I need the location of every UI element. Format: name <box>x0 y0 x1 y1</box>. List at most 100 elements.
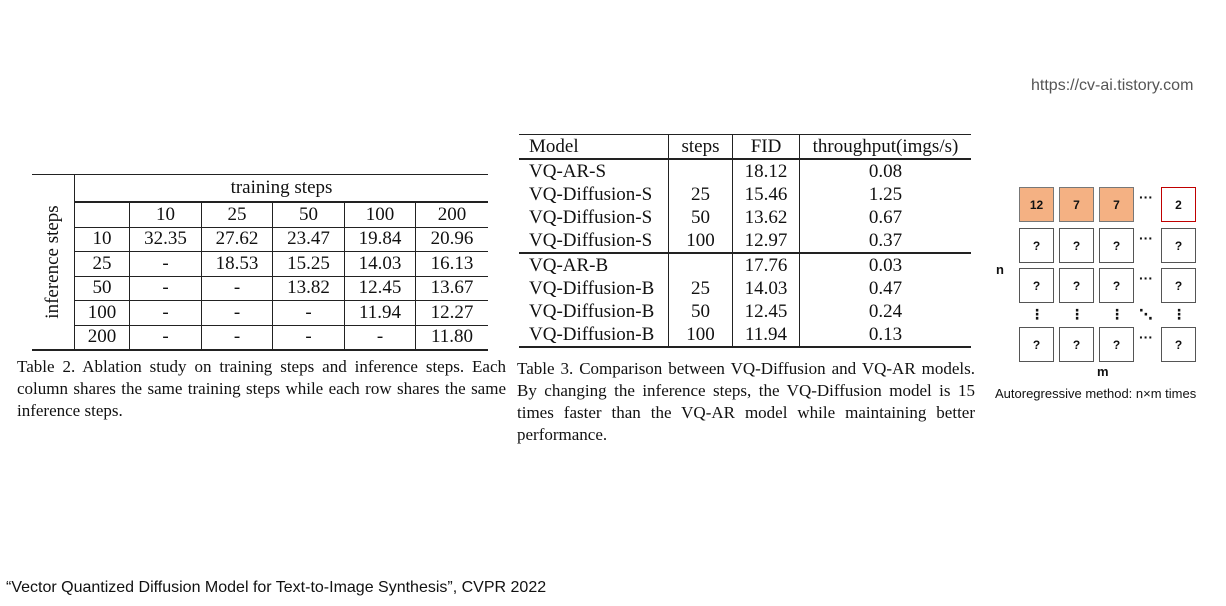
table3-header-row: Model steps FID throughput(imgs/s) <box>519 134 971 160</box>
grid-cell: ? <box>1099 327 1134 362</box>
table3-grid: Model steps FID throughput(imgs/s) VQ-AR-S 18… <box>519 134 971 348</box>
table3-row: VQ-Diffusion-B 100 11.94 0.13 <box>519 323 971 347</box>
table3-row: VQ-Diffusion-S 100 12.97 0.37 <box>519 229 971 254</box>
cell: 25 <box>668 277 733 300</box>
cell: 1.25 <box>799 183 971 206</box>
cell: 11.94 <box>344 300 416 326</box>
cell: 23.47 <box>272 226 345 252</box>
cell: 17.76 <box>732 253 800 277</box>
cell: - <box>129 324 202 351</box>
cell: - <box>201 275 273 301</box>
cell: 0.37 <box>799 229 971 254</box>
row-group-header: inference steps <box>42 205 63 319</box>
col-label: m <box>1097 364 1109 379</box>
cell: 13.67 <box>415 275 488 301</box>
table2-grid: inference steps training steps 10 25 50 100 20… <box>32 174 488 351</box>
cell: 12.45 <box>732 300 800 323</box>
grid-cell: ? <box>1059 268 1094 303</box>
grid-cell: ? <box>1099 268 1134 303</box>
column-header: 25 <box>201 201 273 228</box>
grid-cell: ? <box>1059 228 1094 263</box>
cell: VQ-Diffusion-S <box>519 229 669 254</box>
grid-cell: 7 <box>1099 187 1134 222</box>
ellipsis: ⋱ <box>1139 306 1153 322</box>
grid-cell: ? <box>1019 268 1054 303</box>
table2-caption: Table 2. Ablation study on training step… <box>17 357 506 420</box>
cell: 13.62 <box>732 206 800 229</box>
cell: 13.82 <box>272 275 345 301</box>
cell: 20.96 <box>415 226 488 252</box>
ellipsis: ··· <box>1139 230 1153 246</box>
table2: inference steps training steps 10 25 50 100 20… <box>32 174 488 351</box>
table3-row: VQ-AR-B 17.76 0.03 <box>519 253 971 277</box>
grid-cell: 2 <box>1161 187 1196 222</box>
cell: VQ-AR-B <box>519 253 669 277</box>
cell: - <box>272 300 345 326</box>
corner-cell <box>74 201 130 228</box>
cell: 14.03 <box>344 251 416 277</box>
row-label: n <box>996 262 1004 277</box>
table3-caption: Table 3. Comparison between VQ-Diffusion… <box>517 359 975 444</box>
column-header: 200 <box>415 201 488 228</box>
cell: 0.67 <box>799 206 971 229</box>
grid-cell: ? <box>1161 228 1196 263</box>
cell: - <box>129 300 202 326</box>
cell: - <box>344 324 416 351</box>
ellipsis: ⋮ <box>1110 306 1124 322</box>
diagram-caption: Autoregressive method: n×m times <box>995 386 1197 401</box>
row-label: 10 <box>74 226 130 252</box>
cell: VQ-Diffusion-S <box>519 183 669 206</box>
row-label: 100 <box>74 300 130 326</box>
row-group-header-cell: inference steps <box>32 174 75 350</box>
ellipsis: ··· <box>1139 270 1153 286</box>
cell: 19.84 <box>344 226 416 252</box>
cell: 12.45 <box>344 275 416 301</box>
ellipsis: ⋮ <box>1172 306 1186 322</box>
table3-row: VQ-Diffusion-B 50 12.45 0.24 <box>519 300 971 323</box>
cell: - <box>201 300 273 326</box>
cell: 0.13 <box>799 323 971 347</box>
column-header: 50 <box>272 201 345 228</box>
ellipsis: ⋮ <box>1070 306 1084 322</box>
cell: 16.13 <box>415 251 488 277</box>
grid-cell: 7 <box>1059 187 1094 222</box>
table3-row: VQ-AR-S 18.12 0.08 <box>519 159 971 183</box>
cell: 25 <box>668 183 733 206</box>
cell: 50 <box>668 300 733 323</box>
grid-cell: ? <box>1099 228 1134 263</box>
cell: VQ-Diffusion-S <box>519 206 669 229</box>
grid-cell: ? <box>1161 268 1196 303</box>
table3: Model steps FID throughput(imgs/s) VQ-AR-S 18… <box>519 134 971 348</box>
grid-cell: ? <box>1059 327 1094 362</box>
table3-row: VQ-Diffusion-B 25 14.03 0.47 <box>519 277 971 300</box>
col-group-header: training steps <box>74 174 488 203</box>
table2-header-row: 10 25 50 100 200 <box>32 201 488 228</box>
cell <box>668 253 733 277</box>
cell: 12.97 <box>732 229 800 254</box>
column-header: 100 <box>344 201 416 228</box>
grid-cell: ? <box>1019 228 1054 263</box>
table3-row: VQ-Diffusion-S 50 13.62 0.67 <box>519 206 971 229</box>
table2-row: 100- - -11.94 12.27 <box>32 300 488 326</box>
cell: 100 <box>668 229 733 254</box>
ellipsis: ··· <box>1139 329 1153 345</box>
cell: 0.03 <box>799 253 971 277</box>
cell: VQ-Diffusion-B <box>519 277 669 300</box>
cell: 14.03 <box>732 277 800 300</box>
cell: 18.53 <box>201 251 273 277</box>
grid-cell: ? <box>1019 327 1054 362</box>
cell: - <box>129 251 202 277</box>
cell: VQ-AR-S <box>519 159 669 183</box>
cell: VQ-Diffusion-B <box>519 323 669 347</box>
cell: 0.24 <box>799 300 971 323</box>
cell: 0.08 <box>799 159 971 183</box>
column-header: Model <box>519 134 669 160</box>
cell <box>668 159 733 183</box>
column-header: steps <box>668 134 733 160</box>
grid-cell: ? <box>1161 327 1196 362</box>
cell: 0.47 <box>799 277 971 300</box>
ellipsis: ··· <box>1139 189 1153 205</box>
cell: 18.12 <box>732 159 800 183</box>
